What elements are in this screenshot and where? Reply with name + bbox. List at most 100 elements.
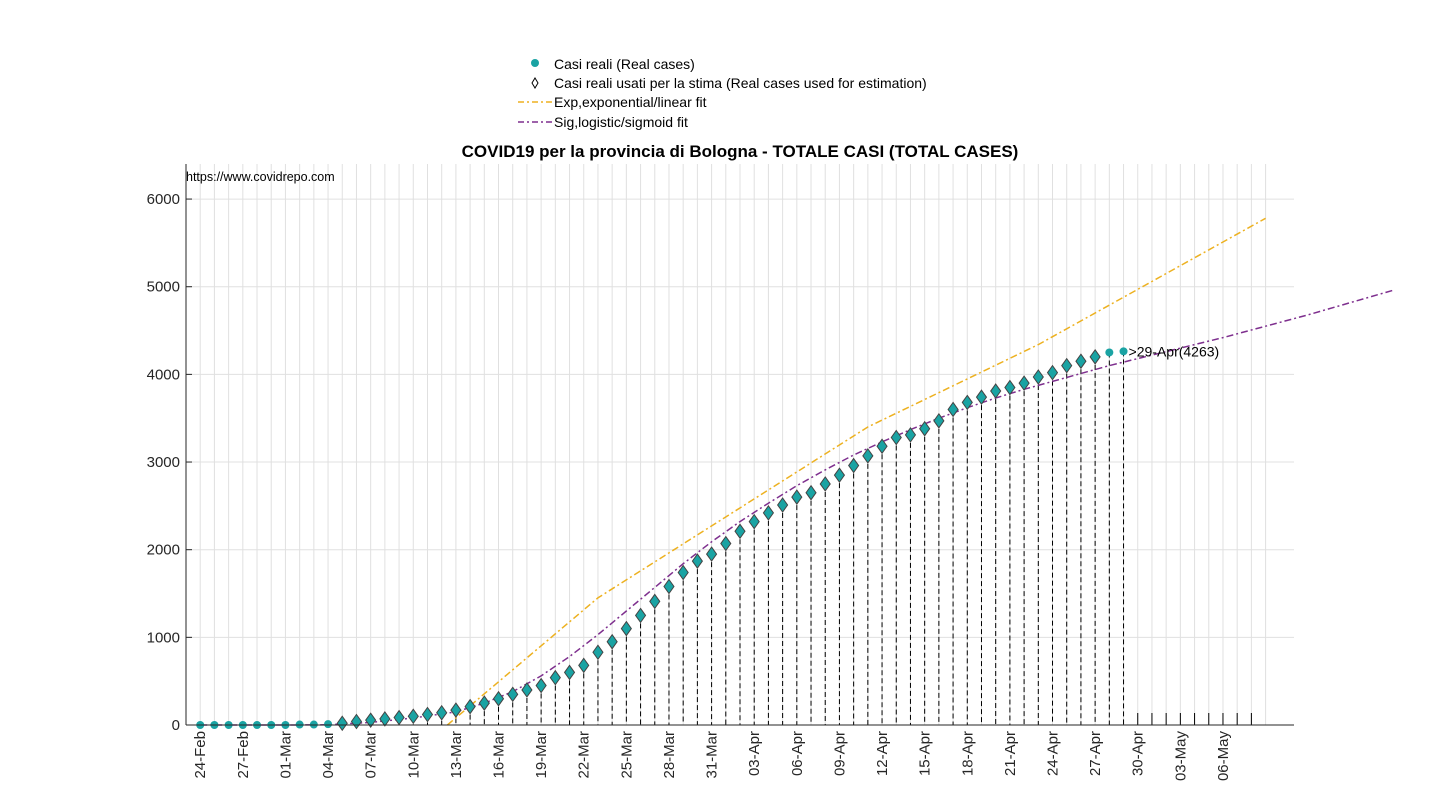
used-point: [407, 708, 419, 725]
x-tick-label: 22-Mar: [576, 731, 593, 779]
used-point: [535, 677, 547, 694]
x-tick-label: 01-Mar: [277, 731, 294, 779]
y-tick-label: 3000: [147, 454, 180, 471]
grid-lines: [186, 164, 1294, 726]
legend-label-exp: Exp,exponential/linear fit: [554, 94, 707, 110]
used-point: [705, 546, 718, 562]
legend-sig-swatch-icon: [518, 121, 552, 123]
legend-item-sig: Sig,logistic/sigmoid fit: [514, 112, 688, 132]
used-point: [890, 429, 902, 446]
used-point: [1032, 369, 1044, 385]
legend-real-swatch-icon: [531, 59, 539, 67]
x-tick-label: 10-Mar: [405, 731, 422, 779]
axes: [185, 164, 1294, 726]
used-point: [620, 620, 632, 637]
used-point: [563, 664, 576, 681]
x-tick-label: 13-Mar: [448, 731, 465, 779]
legend-label-sig: Sig,logistic/sigmoid fit: [554, 114, 688, 130]
used-point: [1061, 357, 1073, 374]
y-tick-label: 0: [172, 717, 180, 734]
x-tick-label: 18-Apr: [959, 731, 976, 776]
used-point: [578, 657, 590, 674]
used-point: [365, 712, 377, 729]
x-tick-label: 06-May: [1215, 731, 1232, 782]
real-point: [1105, 348, 1114, 357]
y-tick-label: 5000: [147, 279, 180, 296]
real-point: [1119, 347, 1128, 356]
used-point: [691, 553, 703, 569]
used-point: [677, 564, 689, 581]
x-tick-label: 03-May: [1172, 731, 1189, 782]
x-tick-label: 30-Apr: [1130, 731, 1147, 776]
y-tick-label: 2000: [147, 542, 180, 559]
x-tick-label: 12-Apr: [874, 731, 891, 776]
used-point: [1075, 353, 1087, 370]
used-point: [919, 420, 931, 437]
legend-item-exp: Exp,exponential/linear fit: [514, 92, 707, 112]
x-tick-label: 21-Apr: [1002, 731, 1019, 776]
used-point: [762, 505, 775, 521]
used-point: [777, 497, 789, 513]
x-tick-label: 27-Feb: [235, 731, 252, 779]
used-point: [464, 698, 476, 715]
x-tick-label: 24-Apr: [1045, 731, 1062, 776]
y-tick-label: 6000: [147, 191, 180, 208]
used-point: [720, 535, 732, 552]
used-point: [876, 438, 888, 455]
y-tick-label: 1000: [147, 629, 180, 646]
used-point: [450, 702, 462, 718]
real-point: [324, 720, 333, 729]
used-point: [592, 644, 604, 661]
legend-item-used: Casi reali usati per la stima (Real case…: [514, 73, 927, 93]
used-point: [336, 715, 348, 732]
x-tick-label: 28-Mar: [661, 731, 678, 779]
used-point: [848, 457, 860, 474]
x-tick-label: 03-Apr: [746, 731, 763, 776]
used-point: [379, 711, 391, 727]
used-point: [521, 682, 533, 698]
used-point: [1004, 379, 1016, 396]
y-tick-label: 4000: [147, 366, 180, 383]
used-point: [1046, 364, 1059, 381]
used-point: [748, 513, 760, 530]
used-point: [649, 593, 661, 610]
x-tick-label: 06-Apr: [789, 731, 806, 776]
data-markers: [196, 347, 1128, 732]
used-point: [507, 686, 519, 703]
used-point: [492, 690, 505, 707]
legend-item-real: Casi reali (Real cases): [514, 54, 695, 74]
x-tick-label: 27-Apr: [1087, 731, 1104, 776]
legend-label-used: Casi reali usati per la stima (Real case…: [554, 75, 927, 91]
x-tick-label: 09-Apr: [831, 731, 848, 776]
x-tick-label: 24-Feb: [192, 731, 209, 779]
used-point: [436, 704, 448, 721]
x-tick-label: 31-Mar: [704, 731, 721, 779]
legend-exp-swatch-icon: [518, 101, 552, 103]
used-point: [1018, 375, 1030, 392]
chart-title: COVID19 per la provincia di Bologna - TO…: [461, 142, 1019, 161]
legend-used-swatch-icon: [531, 77, 539, 89]
x-tick-label: 16-Mar: [491, 731, 508, 779]
used-point: [421, 706, 434, 723]
used-point: [833, 467, 846, 484]
last-point-annotation: >29-Apr(4263): [1129, 343, 1220, 359]
used-point: [734, 523, 746, 540]
used-point: [933, 412, 945, 429]
used-point: [634, 607, 647, 624]
used-point: [904, 426, 917, 443]
used-point: [1089, 348, 1101, 365]
used-point: [862, 448, 874, 464]
used-point: [663, 578, 675, 595]
used-point: [606, 633, 618, 650]
x-tick-label: 07-Mar: [363, 731, 380, 779]
used-point: [549, 669, 561, 686]
used-point: [478, 695, 490, 711]
used-point: [819, 476, 831, 492]
used-point: [805, 484, 817, 501]
exp-fit-line: [446, 217, 1266, 726]
used-point: [961, 394, 973, 411]
tick-labels: >29-Apr(4263) 0 1000 2000 3000 4000 5000 6000 24…: [147, 191, 1232, 781]
x-tick-label: 04-Mar: [320, 731, 337, 779]
used-point: [990, 383, 1002, 399]
